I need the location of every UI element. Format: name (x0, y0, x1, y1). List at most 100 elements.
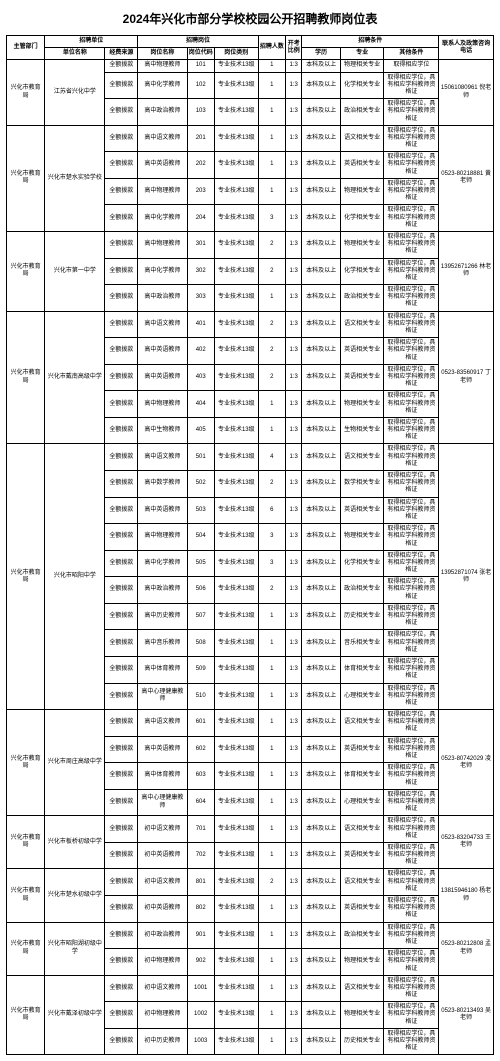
cell-cat: 专业技术13级 (214, 205, 258, 232)
cell-other: 取得相应学位，具有相应学科教师资格证 (384, 816, 439, 843)
cell-fund: 全额拨款 (105, 842, 138, 869)
cell-fund: 全额拨款 (105, 285, 138, 312)
table-row: 兴化市教育局兴化市昭阳中学全额拨款高中语文教师501专业技术13级41:3本科及… (7, 444, 494, 471)
cell-code: 601 (187, 710, 214, 737)
cell-code: 401 (187, 311, 214, 338)
cell-major: 英语相关专业 (340, 842, 384, 869)
cell-ratio: 1:3 (286, 763, 302, 790)
cell-fund: 全额拨款 (105, 178, 138, 205)
cell-edu: 本科及以上 (302, 258, 340, 285)
cell-fund: 全额拨款 (105, 444, 138, 471)
cell-fund: 全额拨款 (105, 258, 138, 285)
table-body: 兴化市教育局江苏省兴化中学全额拨款高中物理教师101专业技术13级11:3本科及… (7, 60, 494, 1055)
cell-cat: 专业技术13级 (214, 975, 258, 1002)
cell-ratio: 1:3 (286, 869, 302, 896)
cell-cat: 专业技术13级 (214, 497, 258, 524)
cell-edu: 本科及以上 (302, 391, 340, 418)
cell-edu: 本科及以上 (302, 630, 340, 657)
cell-cat: 专业技术13级 (214, 524, 258, 551)
cell-cnt: 1 (258, 949, 285, 976)
cell-pos: 高中物理教师 (138, 391, 187, 418)
cell-dept: 兴化市教育局 (7, 125, 45, 231)
cell-cnt: 1 (258, 656, 285, 683)
cell-ratio: 1:3 (286, 231, 302, 258)
cell-cat: 专业技术13级 (214, 577, 258, 604)
cell-edu: 本科及以上 (302, 842, 340, 869)
cell-major: 英语相关专业 (340, 364, 384, 391)
cell-cat: 专业技术13级 (214, 896, 258, 923)
cell-fund: 全额拨款 (105, 975, 138, 1002)
cell-fund: 全额拨款 (105, 949, 138, 976)
cell-fund: 全额拨款 (105, 99, 138, 126)
cell-cnt: 1 (258, 603, 285, 630)
cell-cnt: 1 (258, 922, 285, 949)
cell-ratio: 1:3 (286, 736, 302, 763)
cell-major: 英语相关专业 (340, 896, 384, 923)
cell-ratio: 1:3 (286, 630, 302, 657)
cell-unit: 兴化市昭阳湖初级中学 (45, 922, 105, 975)
cell-phone: 13815946180 杨老师 (439, 869, 494, 922)
cell-cat: 专业技术13级 (214, 922, 258, 949)
cell-pos: 高中体育教师 (138, 656, 187, 683)
cell-fund: 全额拨款 (105, 391, 138, 418)
cell-pos: 高中音乐教师 (138, 630, 187, 657)
cell-edu: 本科及以上 (302, 763, 340, 790)
cell-major: 英语相关专业 (340, 152, 384, 179)
cell-code: 702 (187, 842, 214, 869)
cell-ratio: 1:3 (286, 1028, 302, 1055)
cell-ratio: 1:3 (286, 391, 302, 418)
cell-ratio: 1:3 (286, 656, 302, 683)
cell-edu: 本科及以上 (302, 1028, 340, 1055)
cell-other: 取得相应学位，具有相应学科教师资格证 (384, 842, 439, 869)
cell-major: 体育相关专业 (340, 763, 384, 790)
cell-major: 语文相关专业 (340, 816, 384, 843)
cell-major: 化学相关专业 (340, 205, 384, 232)
cell-cat: 专业技术13级 (214, 949, 258, 976)
cell-cat: 专业技术13级 (214, 178, 258, 205)
cell-fund: 全额拨款 (105, 364, 138, 391)
cell-ratio: 1:3 (286, 842, 302, 869)
cell-major: 语文相关专业 (340, 444, 384, 471)
cell-fund: 全额拨款 (105, 816, 138, 843)
cell-other: 取得相应学位，具有相应学科教师资格证 (384, 683, 439, 710)
cell-ratio: 1:3 (286, 497, 302, 524)
cell-cnt: 1 (258, 842, 285, 869)
cell-pos: 高中语文教师 (138, 710, 187, 737)
cell-code: 604 (187, 789, 214, 816)
cell-ratio: 1:3 (286, 364, 302, 391)
cell-fund: 全额拨款 (105, 1002, 138, 1029)
hdr-code: 岗位代码 (187, 48, 214, 60)
hdr-major: 专业 (340, 48, 384, 60)
cell-edu: 本科及以上 (302, 125, 340, 152)
cell-ratio: 1:3 (286, 789, 302, 816)
cell-cnt: 2 (258, 364, 285, 391)
cell-major: 政治相关专业 (340, 285, 384, 312)
cell-other: 取得相应学位，具有相应学科教师资格证 (384, 152, 439, 179)
cell-code: 902 (187, 949, 214, 976)
cell-dept: 兴化市教育局 (7, 60, 45, 125)
cell-other: 取得相应学位，具有相应学科教师资格证 (384, 736, 439, 763)
cell-ratio: 1:3 (286, 816, 302, 843)
cell-fund: 全额拨款 (105, 922, 138, 949)
cell-other: 取得相应学位，具有相应学科教师资格证 (384, 338, 439, 365)
cell-fund: 全额拨款 (105, 524, 138, 551)
cell-pos: 高中英语教师 (138, 364, 187, 391)
cell-edu: 本科及以上 (302, 471, 340, 498)
cell-major: 心理相关专业 (340, 683, 384, 710)
cell-other: 取得相应学位，具有相应学科教师资格证 (384, 922, 439, 949)
page-title: 2024年兴化市部分学校校园公开招聘教师岗位表 (6, 10, 494, 27)
cell-code: 405 (187, 417, 214, 444)
cell-ratio: 1:3 (286, 60, 302, 72)
cell-cat: 专业技术13级 (214, 656, 258, 683)
cell-edu: 本科及以上 (302, 656, 340, 683)
cell-major: 物理相关专业 (340, 60, 384, 72)
cell-ratio: 1:3 (286, 311, 302, 338)
cell-edu: 本科及以上 (302, 231, 340, 258)
cell-other: 取得相应学位，具有相应学科教师资格证 (384, 285, 439, 312)
cell-phone: 13952671266 林老师 (439, 231, 494, 311)
cell-pos: 高中生物教师 (138, 417, 187, 444)
cell-pos: 高中英语教师 (138, 338, 187, 365)
cell-pos: 高中物理教师 (138, 60, 187, 72)
cell-cnt: 1 (258, 178, 285, 205)
cell-edu: 本科及以上 (302, 1002, 340, 1029)
